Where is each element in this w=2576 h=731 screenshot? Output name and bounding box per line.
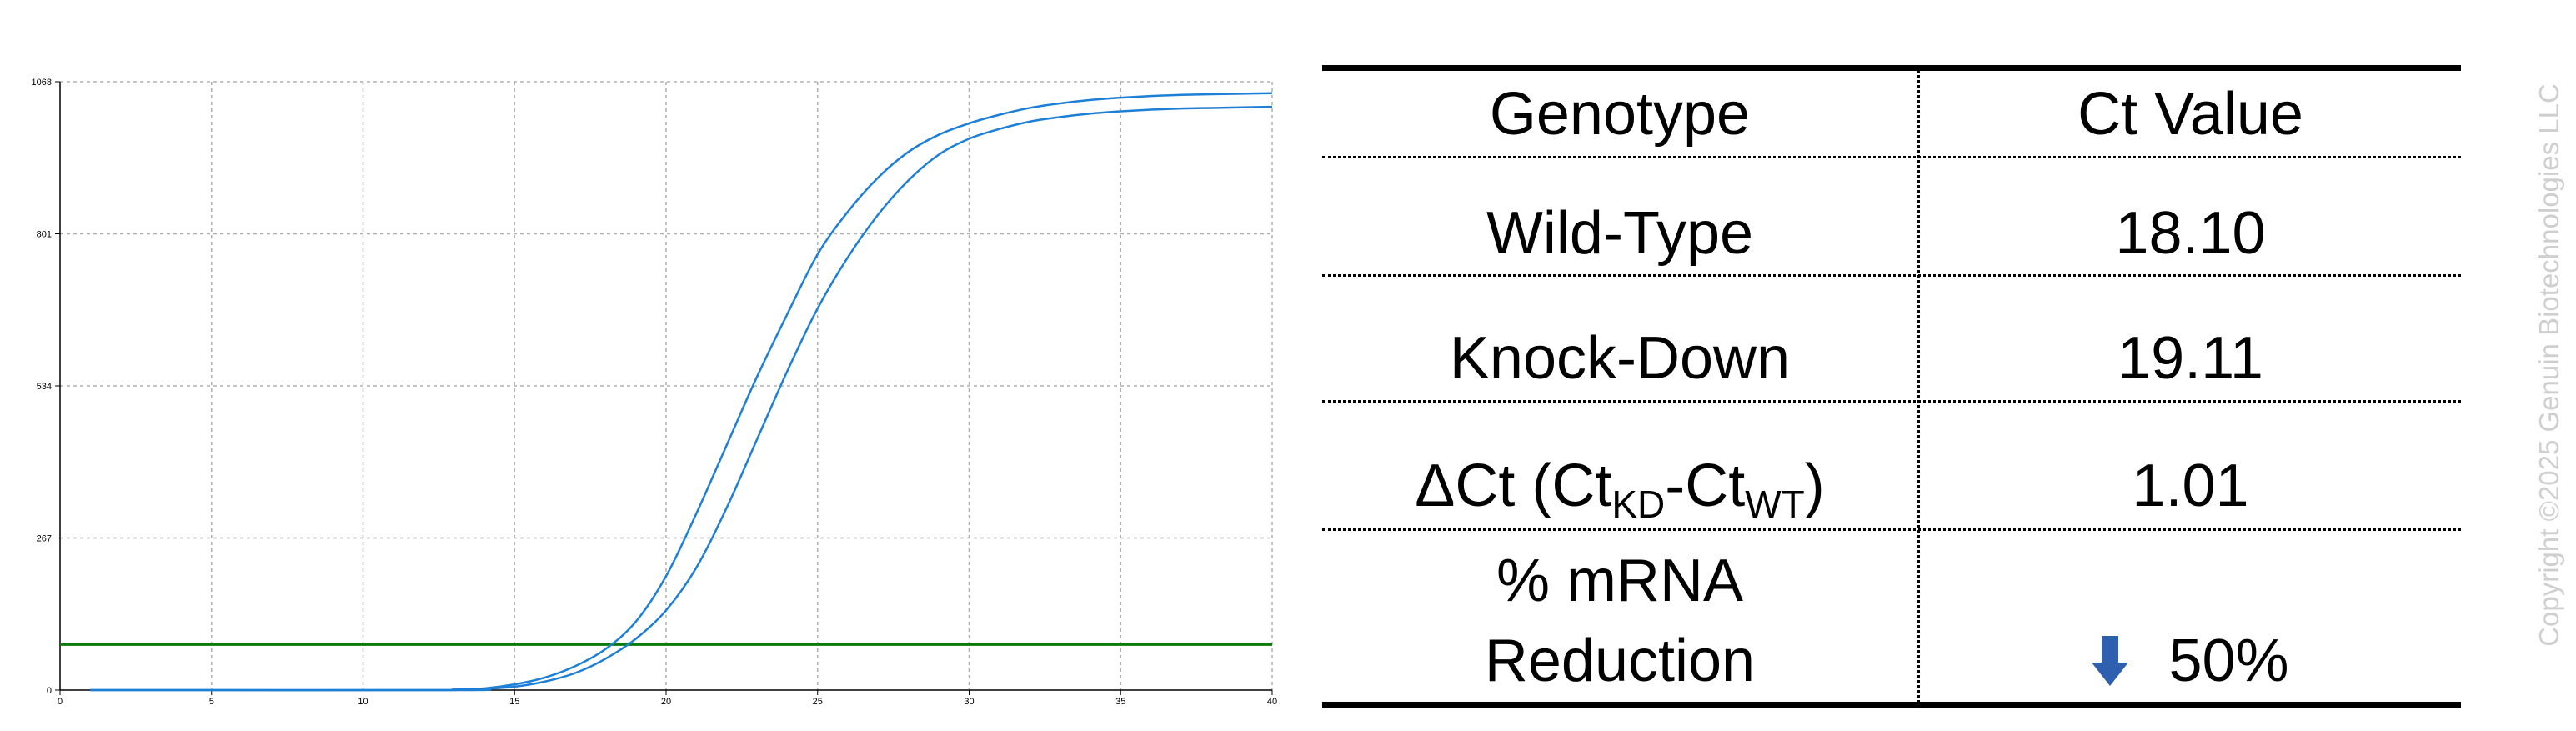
arrow-down-icon: [2092, 633, 2129, 686]
header-ct-value: Ct Value: [2077, 81, 2303, 148]
x-tick-label: 5: [209, 697, 214, 707]
value-delta-ct: 1.01: [2132, 453, 2249, 519]
amplification-curve-2: [90, 105, 1273, 692]
row-divider: [1322, 528, 2461, 531]
x-tick-label: 35: [1115, 697, 1125, 707]
value-mrna-reduction: 50%: [1920, 628, 2461, 693]
chart-grid: [60, 81, 1273, 690]
x-tick-label: 40: [1267, 697, 1277, 707]
y-tick-label: 267: [37, 534, 52, 544]
x-tick-label: 0: [58, 697, 63, 707]
label-wild-type: Wild-Type: [1486, 200, 1754, 267]
header-genotype: Genotype: [1489, 81, 1751, 148]
y-tick-label: 1068: [32, 78, 52, 88]
x-tick-label: 10: [358, 697, 368, 707]
label-mrna-reduction-line1: % mRNA: [1496, 548, 1743, 614]
row-divider: [1322, 156, 2461, 158]
x-tick-label: 15: [509, 697, 519, 707]
table-bottom-rule: [1322, 702, 2461, 708]
column-divider: [1917, 71, 1920, 703]
label-mrna-reduction-line2: Reduction: [1484, 628, 1756, 694]
amplification-curve-1: [90, 92, 1273, 692]
row-divider: [1322, 274, 2461, 277]
y-tick-label: 534: [37, 382, 52, 392]
chart-axes: [55, 81, 1273, 695]
y-tick-label: 0: [47, 686, 52, 696]
x-tick-label: 30: [964, 697, 974, 707]
x-tick-label: 25: [813, 697, 823, 707]
table-top-rule: [1322, 65, 2461, 71]
value-knock-down: 19.11: [2117, 325, 2263, 392]
copyright-watermark: Copyright ©2025 Genuin Biotechnologies L…: [2533, 83, 2564, 647]
y-tick-label: 801: [37, 230, 52, 240]
label-delta-ct: ΔCt (CtKD-CtWT): [1415, 453, 1825, 526]
amplification-curves: [90, 92, 1273, 692]
chart-tick-labels: 0 5 10 15 20 25 30 35 40 0 267 534 801 1068: [32, 78, 1278, 707]
value-wild-type: 18.10: [2115, 200, 2266, 267]
row-divider: [1322, 400, 2461, 403]
label-knock-down: Knock-Down: [1449, 325, 1791, 392]
amplification-chart: 0 5 10 15 20 25 30 35 40 0 267 534 801 1068: [32, 78, 1278, 707]
x-tick-label: 20: [661, 697, 671, 707]
